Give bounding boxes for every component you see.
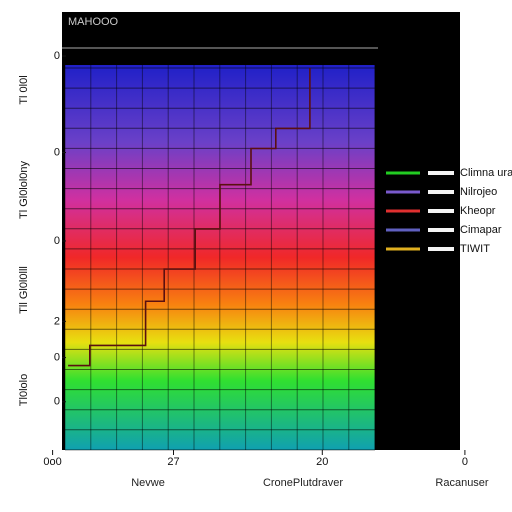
x-tick-label: 0o0 bbox=[43, 456, 61, 468]
legend-label: Kheopr bbox=[460, 205, 496, 217]
y-tick-label: 0 bbox=[54, 235, 60, 247]
plot-area bbox=[65, 65, 375, 450]
y-axis-label: Tl Gl0lol0ny bbox=[18, 160, 30, 219]
legend-label: Nilrojeo bbox=[460, 186, 497, 198]
legend-box bbox=[428, 209, 454, 213]
chart-title: MAHOOO bbox=[68, 16, 119, 28]
y-axis-label: Tl0lolo bbox=[18, 374, 30, 406]
data-line bbox=[68, 68, 311, 367]
legend-box bbox=[428, 190, 454, 194]
x-tick-label: 20 bbox=[316, 456, 328, 468]
x-axis-label: Racanuser bbox=[435, 477, 489, 489]
y-tick-label: 0 bbox=[54, 146, 60, 158]
x-axis-label: CronePlutdraver bbox=[263, 477, 343, 489]
y-tick-label: 0 bbox=[54, 396, 60, 408]
x-axis-label: Nevwe bbox=[131, 477, 165, 489]
legend-label: TIWIT bbox=[460, 243, 490, 255]
x-tick-label: 27 bbox=[167, 456, 179, 468]
y-axis-label: Tll Gl0l0lll bbox=[18, 266, 30, 314]
y-axis-label: Tl 0l0l bbox=[18, 75, 30, 104]
legend-box bbox=[428, 247, 454, 251]
legend-box bbox=[428, 171, 454, 175]
legend-label: Climna ural bbox=[460, 167, 512, 179]
legend-box bbox=[428, 228, 454, 232]
legend-label: Cimapar bbox=[460, 224, 502, 236]
x-tick-label: 0 bbox=[462, 456, 468, 468]
y-tick-label: 0 bbox=[54, 351, 60, 363]
y-tick-label: 0 bbox=[54, 50, 60, 62]
y-tick-label: 2 bbox=[54, 315, 60, 327]
